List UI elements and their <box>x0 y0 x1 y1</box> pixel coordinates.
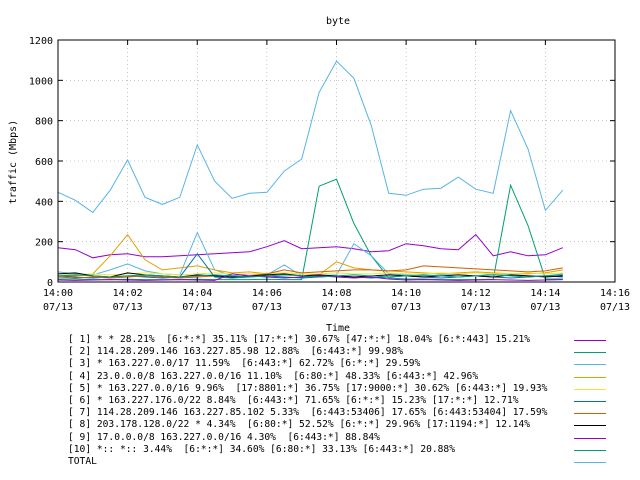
x-tick-label-time: 14:00 <box>43 288 73 299</box>
chart-title: byte <box>326 16 350 27</box>
x-tick-label-time: 14:08 <box>321 288 351 299</box>
y-tick-label: 200 <box>35 238 53 249</box>
legend-swatch <box>574 352 606 354</box>
x-tick-label-time: 14:04 <box>182 288 212 299</box>
grid-lines <box>58 40 615 282</box>
x-tick-label-time: 14:10 <box>391 288 421 299</box>
legend-label: [ 6] * 163.227.176.0/22 8.84% [6:443:*] … <box>68 394 519 406</box>
legend-swatch <box>574 413 606 415</box>
legend-entry: [ 4] 23.0.0.0/8 163.227.0.0/16 11.10% [6… <box>68 371 628 383</box>
x-tick-label-time: 14:12 <box>461 288 491 299</box>
legend-swatch <box>574 388 606 390</box>
legend-entry: [ 8] 203.178.128.0/22 * 4.34% [6:80:*] 5… <box>68 419 628 431</box>
x-tick-label-time: 14:06 <box>252 288 282 299</box>
legend-swatch <box>574 461 606 463</box>
legend-swatch <box>574 425 606 427</box>
y-tick-label: 400 <box>35 197 53 208</box>
x-tick-label-date: 07/13 <box>391 302 421 313</box>
legend-label: [ 9] 17.0.0.0/8 163.227.0.0/16 4.30% [6:… <box>68 431 380 443</box>
y-tick-label: 600 <box>35 157 53 168</box>
x-tick-label-time: 14:16 <box>600 288 630 299</box>
legend-entry: [10] *:: *:: 3.44% [6:*:*] 34.60% [6:80:… <box>68 444 628 456</box>
legend-entry: [ 7] 114.28.209.146 163.227.85.102 5.33%… <box>68 407 628 419</box>
legend-swatch <box>574 376 606 378</box>
x-tick-label-date: 07/13 <box>43 302 73 313</box>
x-tick-label-time: 14:02 <box>113 288 143 299</box>
y-axis-label: traffic (Mbps) <box>8 120 19 204</box>
legend-entry: [ 3] * 163.227.0.0/17 11.59% [6:443:*] 6… <box>68 358 628 370</box>
x-tick-label-time: 14:14 <box>530 288 560 299</box>
series-line-1 <box>57 233 563 259</box>
axis-ticks: 0 200 400 600 800 1000 1200 14:00 07/13 14:02 07/1… <box>29 36 630 313</box>
x-tick-label-date: 07/13 <box>530 302 560 313</box>
series-line-7 <box>57 265 563 279</box>
series-line-11 <box>57 60 564 214</box>
legend-label: [ 3] * 163.227.0.0/17 11.59% [6:443:*] 6… <box>68 358 421 370</box>
legend-label: [ 8] 203.178.128.0/22 * 4.34% [6:80:*] 5… <box>68 419 531 431</box>
legend-label: [ 1] * * 28.21% [6:*:*] 35.11% [17:*:*] … <box>68 334 531 345</box>
legend: [ 1] * * 28.21% [6:*:*] 35.11% [17:*:*] … <box>68 334 628 468</box>
series-line-2 <box>58 178 563 281</box>
y-tick-label: 1000 <box>29 76 53 87</box>
legend-swatch <box>574 364 606 366</box>
legend-entry: [ 2] 114.28.209.146 163.227.85.98 12.88%… <box>68 346 628 358</box>
legend-label: [10] *:: *:: 3.44% [6:*:*] 34.60% [6:80:… <box>68 443 455 455</box>
legend-label: [ 2] 114.28.209.146 163.227.85.98 12.88%… <box>68 346 404 358</box>
legend-entry: [ 5] * 163.227.0.0/16 9.96% [17:8801:*] … <box>68 383 628 395</box>
x-tick-label-date: 07/13 <box>252 302 282 313</box>
legend-label: [ 4] 23.0.0.0/8 163.227.0.0/16 11.10% [6… <box>68 370 479 382</box>
x-tick-label-date: 07/13 <box>113 302 143 313</box>
x-axis-label: Time <box>326 323 350 334</box>
legend-swatch <box>574 449 606 451</box>
x-tick-label-date: 07/13 <box>321 302 351 313</box>
legend-entry: [ 9] 17.0.0.0/8 163.227.0.0/16 4.30% [6:… <box>68 432 628 444</box>
legend-swatch <box>574 340 606 341</box>
series-line-10 <box>57 274 563 278</box>
series-lines <box>57 60 564 281</box>
legend-label: [ 5] * 163.227.0.0/16 9.96% [17:8801:*] … <box>68 382 548 394</box>
legend-label: TOTAL <box>68 455 97 467</box>
x-tick-label-date: 07/13 <box>600 302 630 313</box>
legend-entry: [ 6] * 163.227.176.0/22 8.84% [6:443:*] … <box>68 395 628 407</box>
y-tick-label: 800 <box>35 117 53 128</box>
series-line-5 <box>57 272 563 276</box>
legend-swatch <box>574 400 606 402</box>
legend-entry: [ 1] * * 28.21% [6:*:*] 35.11% [17:*:*] … <box>68 334 628 346</box>
legend-entry: TOTAL <box>68 456 628 468</box>
y-tick-label: 0 <box>47 278 53 289</box>
legend-label: [ 7] 114.28.209.146 163.227.85.102 5.33%… <box>68 407 548 419</box>
y-tick-label: 1200 <box>29 36 53 47</box>
x-tick-label-date: 07/13 <box>461 302 491 313</box>
x-tick-label-date: 07/13 <box>182 302 212 313</box>
legend-swatch <box>574 437 606 439</box>
